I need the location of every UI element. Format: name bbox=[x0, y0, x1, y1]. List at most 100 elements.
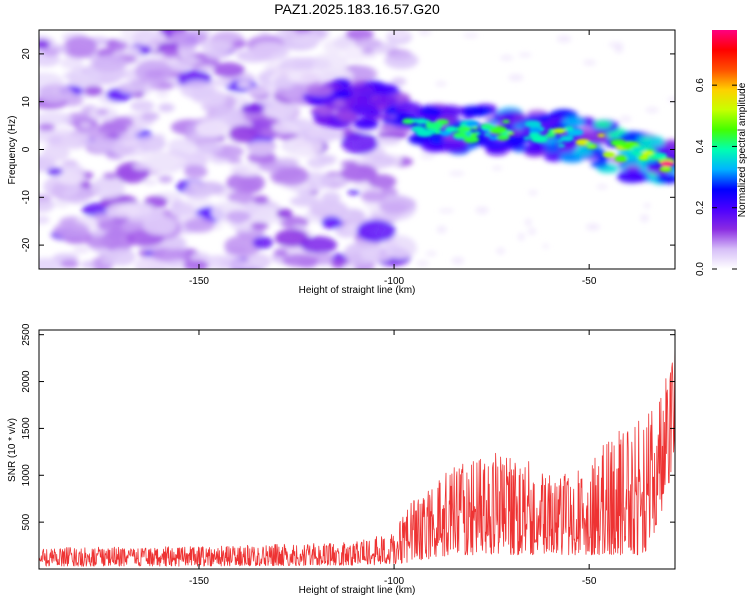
heatmap-cell bbox=[415, 260, 430, 267]
heatmap-hot-cell bbox=[439, 130, 452, 137]
heatmap-cell bbox=[462, 33, 479, 38]
heatmap-cell bbox=[451, 256, 465, 265]
heatmap-hot-cell bbox=[659, 166, 672, 172]
heatmap-hot-cell bbox=[507, 131, 515, 136]
heatmap-hot-cell bbox=[496, 134, 510, 141]
heatmap-cell bbox=[614, 45, 624, 54]
heatmap-cell bbox=[475, 206, 489, 214]
heatmap-cell bbox=[317, 73, 338, 84]
heatmap-cell bbox=[486, 120, 499, 126]
heatmap-cell bbox=[184, 165, 208, 179]
heatmap-cell bbox=[350, 104, 377, 117]
heatmap-cell bbox=[72, 246, 90, 254]
heatmap-cell bbox=[419, 106, 442, 116]
colorbar-scale bbox=[712, 30, 737, 269]
heatmap-cell bbox=[448, 171, 465, 176]
heatmap-cell bbox=[224, 235, 262, 257]
snr-x-ticks: -150 -100 -50 bbox=[189, 330, 597, 587]
heatmap-hot-cell bbox=[483, 133, 492, 137]
snr-y-tick-label: 2500 bbox=[21, 323, 32, 346]
heatmap-cell bbox=[376, 95, 398, 106]
spectrogram-panel: -150 -100 -50 20 10 0 -10 -20 Height of straig… bbox=[7, 29, 676, 296]
heatmap-hot-cell bbox=[564, 126, 574, 131]
heatmap-cell bbox=[117, 81, 147, 94]
heatmap-cell bbox=[636, 136, 652, 144]
heatmap-hot-cell bbox=[614, 155, 628, 162]
heatmap-cell bbox=[130, 100, 155, 112]
heatmap-cell bbox=[230, 166, 249, 174]
heatmap-cell bbox=[354, 38, 383, 49]
heatmap-cell bbox=[667, 97, 675, 102]
heatmap-cell bbox=[39, 123, 55, 131]
heatmap-cell bbox=[282, 253, 319, 268]
heatmap-cell bbox=[461, 105, 486, 117]
heatmap-cell bbox=[227, 259, 250, 269]
heatmap-hot-cell bbox=[586, 144, 597, 149]
heatmap-cell bbox=[135, 262, 150, 269]
heatmap-cell bbox=[271, 121, 300, 134]
heatmap-cell bbox=[643, 203, 651, 208]
heatmap-cell bbox=[562, 116, 585, 127]
heatmap-cell bbox=[368, 174, 397, 189]
heatmap-cell bbox=[345, 84, 375, 99]
heatmap-cell bbox=[274, 228, 309, 248]
heatmap-cell bbox=[585, 223, 600, 231]
snr-y-tick-label: 1000 bbox=[21, 464, 32, 487]
heatmap-cell bbox=[360, 190, 386, 203]
heatmap-cell bbox=[225, 210, 251, 223]
heatmap-hot-cell bbox=[471, 126, 479, 130]
heatmap-cell bbox=[506, 132, 531, 144]
colorbar-tick-label: 0.4 bbox=[695, 139, 706, 153]
heatmap-hot-cell bbox=[585, 142, 593, 145]
heatmap-cell bbox=[289, 195, 320, 207]
heatmap-cell bbox=[158, 103, 174, 113]
heatmap-cell bbox=[246, 140, 276, 156]
heatmap-cell bbox=[170, 203, 196, 218]
heatmap-cell bbox=[360, 246, 393, 262]
heatmap-cell bbox=[47, 167, 63, 176]
colorbar-ticks: 0.0 0.2 0.4 0.6 bbox=[695, 78, 737, 276]
heatmap-cell bbox=[341, 132, 379, 155]
heatmap-cell bbox=[594, 120, 612, 129]
heatmap-cell bbox=[273, 248, 288, 258]
heatmap-cell bbox=[502, 113, 515, 119]
colorbar-tick-label: 0.2 bbox=[695, 200, 706, 214]
heatmap-cell bbox=[385, 241, 399, 249]
heatmap-peak bbox=[660, 160, 675, 167]
heatmap-cell bbox=[339, 208, 366, 225]
heatmap-cell bbox=[333, 37, 353, 49]
heatmap-cell bbox=[320, 96, 337, 104]
heatmap-cell bbox=[435, 81, 447, 87]
heatmap-cell bbox=[137, 135, 167, 152]
heatmap-cell bbox=[391, 77, 407, 86]
heatmap-cell bbox=[151, 210, 166, 218]
heatmap-cell bbox=[39, 198, 55, 213]
heatmap-cell bbox=[236, 49, 272, 63]
heatmap-cell bbox=[47, 134, 65, 147]
heatmap-cell bbox=[491, 166, 503, 171]
heatmap-cell bbox=[143, 216, 177, 236]
colorbar-tick-label: 0.6 bbox=[695, 78, 706, 92]
heatmap-cell bbox=[395, 126, 411, 134]
heatmap-hot-cell bbox=[480, 123, 494, 130]
heatmap-cell bbox=[107, 248, 136, 266]
heatmap-cell bbox=[596, 184, 608, 190]
heatmap-cell bbox=[39, 83, 73, 103]
heatmap-cell bbox=[42, 144, 70, 162]
heatmap-cell bbox=[420, 153, 435, 159]
heatmap-hot-cell bbox=[553, 128, 566, 134]
heatmap-cell bbox=[140, 112, 160, 121]
heatmap-hot-cell bbox=[464, 127, 471, 131]
heatmap-cell bbox=[134, 59, 173, 84]
heatmap-cell bbox=[518, 232, 525, 241]
spectrogram-y-tick-label: -10 bbox=[21, 190, 32, 205]
heatmap-cell bbox=[226, 172, 265, 194]
heatmap-hot-cell bbox=[528, 132, 541, 139]
heatmap-cell bbox=[110, 41, 129, 52]
figure-title: PAZ1.2025.183.16.57.G20 bbox=[274, 1, 440, 17]
spectrogram-x-axis-label: Height of straight line (km) bbox=[299, 285, 416, 296]
heatmap-cell bbox=[184, 217, 215, 233]
heatmap-cell bbox=[508, 74, 524, 82]
heatmap-cell bbox=[180, 80, 216, 99]
heatmap-hot-cell bbox=[631, 146, 647, 153]
